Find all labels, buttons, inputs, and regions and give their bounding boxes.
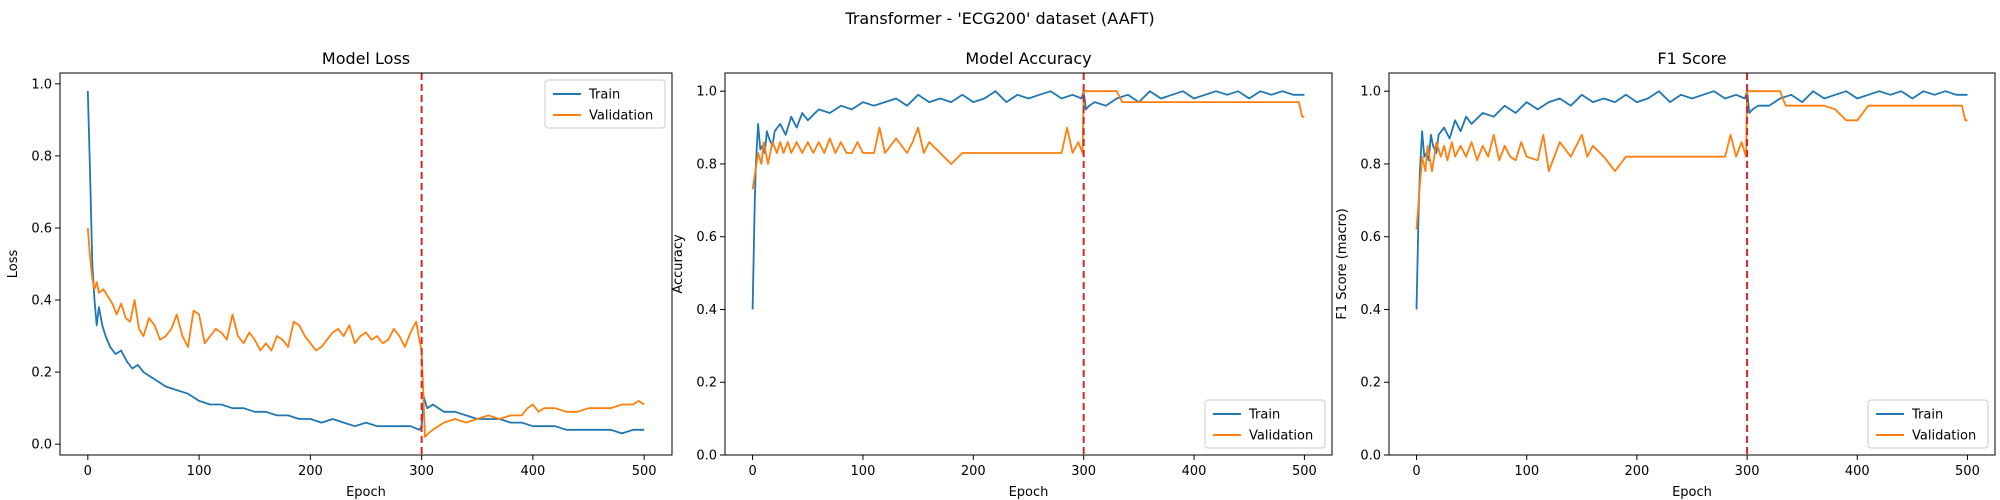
validation-series-line [1415,90,1968,230]
x-tick-label: 100 [851,464,876,479]
y-tick-label: 0.4 [696,303,717,318]
f1-score-plot-area [1389,73,1995,455]
x-tick-label: 400 [1845,464,1870,479]
chart-legend: Train Validation [1204,399,1326,449]
subplot-grid: 0 100 200 300 400 500 0.0 0.2 0.4 0.6 0.8 1.0 Model … [6,49,1996,500]
y-tick-label: 0.6 [31,221,52,236]
y-tick-label: 0.2 [31,366,52,381]
x-tick-label: 300 [409,464,434,479]
chart-title: Model Loss [322,49,410,68]
x-tick-label: 0 [748,464,756,479]
train-series-line [751,90,1305,310]
model-accuracy-plot-area [725,73,1332,455]
x-tick-label: 400 [520,464,545,479]
x-tick-label: 100 [187,464,212,479]
x-tick-label: 0 [1412,464,1420,479]
x-tick-label: 400 [1182,464,1207,479]
train-series-line [86,90,645,435]
y-tick-label: 1.0 [1360,85,1381,100]
train-series-line [1415,90,1968,310]
x-tick-label: 500 [1292,464,1317,479]
y-tick-label: 0.4 [1360,303,1381,318]
y-tick-label: 0.8 [696,157,717,172]
y-tick-label: 0.4 [31,294,52,309]
model-accuracy-axes-frame [724,72,1333,456]
x-tick-label: 200 [298,464,323,479]
chart-legend: Train Validation [1867,399,1989,449]
y-tick-label: 0.0 [1360,449,1381,464]
f1-score-panel: 0 100 200 300 400 500 0.0 0.2 0.4 0.6 0.8 1.0 F1 Sco… [1335,49,1996,500]
y-tick-label: 0.6 [696,230,717,245]
x-axis-label: Epoch [1672,485,1712,500]
legend-label-validation: Validation [1249,429,1313,444]
y-tick-label: 1.0 [696,85,717,100]
y-tick-label: 0.0 [31,438,52,453]
y-tick-label: 1.0 [31,77,52,92]
x-axis-label: Epoch [1009,485,1049,500]
legend-label-validation: Validation [1912,429,1976,444]
model-accuracy-panel: 0 100 200 300 400 500 0.0 0.2 0.4 0.6 0.8 1.0 Model … [671,49,1333,500]
y-tick-label: 0.6 [1360,230,1381,245]
x-tick-label: 500 [632,464,657,479]
y-tick-label: 0.2 [1360,376,1381,391]
x-tick-label: 500 [1955,464,1980,479]
y-axis-label: Loss [6,250,21,279]
y-tick-label: 0.2 [696,376,717,391]
y-axis-label: Accuracy [671,234,686,294]
x-tick-label: 0 [84,464,92,479]
legend-label-train: Train [1911,408,1943,423]
chart-title: Model Accuracy [965,49,1091,68]
y-tick-label: 0.8 [31,149,52,164]
chart-title: F1 Score [1657,49,1726,68]
legend-label-train: Train [1248,408,1280,423]
validation-series-line [751,90,1305,190]
validation-series-line [86,227,645,438]
legend-label-train: Train [588,88,620,103]
x-tick-label: 300 [1735,464,1760,479]
x-tick-label: 200 [961,464,986,479]
y-axis-label: F1 Score (macro) [1335,208,1350,319]
y-tick-label: 0.0 [696,449,717,464]
x-tick-label: 200 [1624,464,1649,479]
chart-legend: Train Validation [544,79,666,129]
x-tick-label: 100 [1514,464,1539,479]
figure-title: Transformer - 'ECG200' dataset (AAFT) [844,9,1154,28]
legend-label-validation: Validation [589,109,653,124]
y-tick-label: 0.8 [1360,157,1381,172]
model-loss-panel: 0 100 200 300 400 500 0.0 0.2 0.4 0.6 0.8 1.0 Model … [6,49,673,500]
model-loss-axes-frame [59,72,673,456]
f1-score-axes-frame [1388,72,1996,456]
x-axis-label: Epoch [346,485,386,500]
x-tick-label: 300 [1071,464,1096,479]
model-loss-plot-area [60,73,672,455]
